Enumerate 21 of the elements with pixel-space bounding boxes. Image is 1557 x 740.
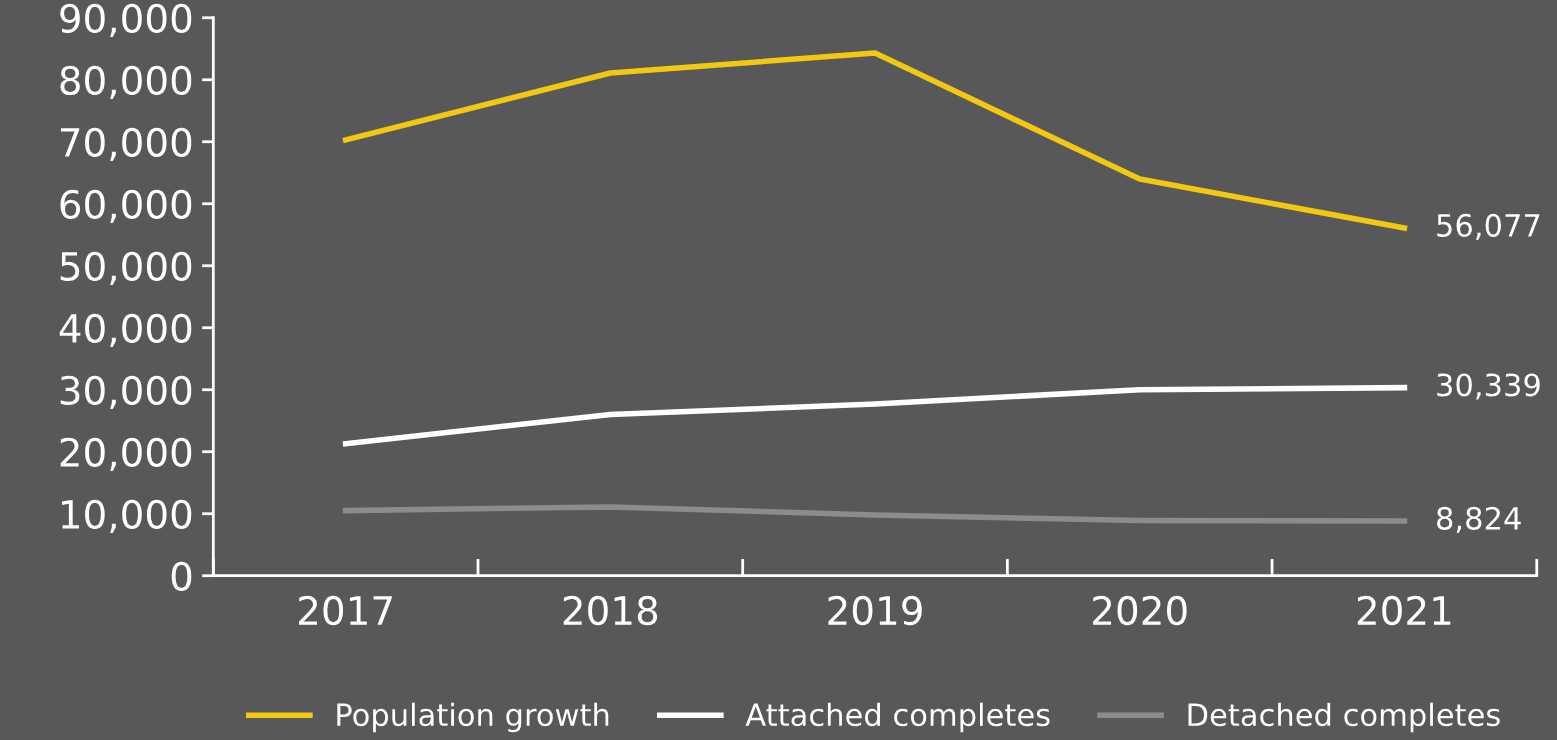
y-tick-label: 60,000 [60,189,192,224]
y-tick-label: 40,000 [59,313,192,348]
legend-label: Population growth [337,702,609,733]
y-tick-label: 0 [171,561,192,592]
y-tick-label: 50,000 [60,251,192,286]
x-tick-label: 2018 [563,595,658,626]
y-tick-label: 80,000 [60,65,192,100]
legend-label: Attached completes [745,702,1050,733]
y-tick-label: 70,000 [60,127,192,162]
data-label: 8,824 [1437,506,1521,533]
x-tick-label: 2017 [299,595,392,626]
y-tick-label: 10,000 [62,499,192,534]
data-label: 30,339 [1437,373,1540,400]
x-tick-label: 2021 [1357,595,1451,626]
y-tick-label: 20,000 [60,437,192,472]
y-tick-label: 90,000 [60,3,192,38]
data-label: 56,077 [1437,213,1540,241]
legend-label: Detached completes [1188,702,1500,733]
x-tick-label: 2020 [1093,595,1187,626]
y-tick-label: 30,000 [60,375,192,410]
x-tick-label: 2019 [828,595,922,626]
